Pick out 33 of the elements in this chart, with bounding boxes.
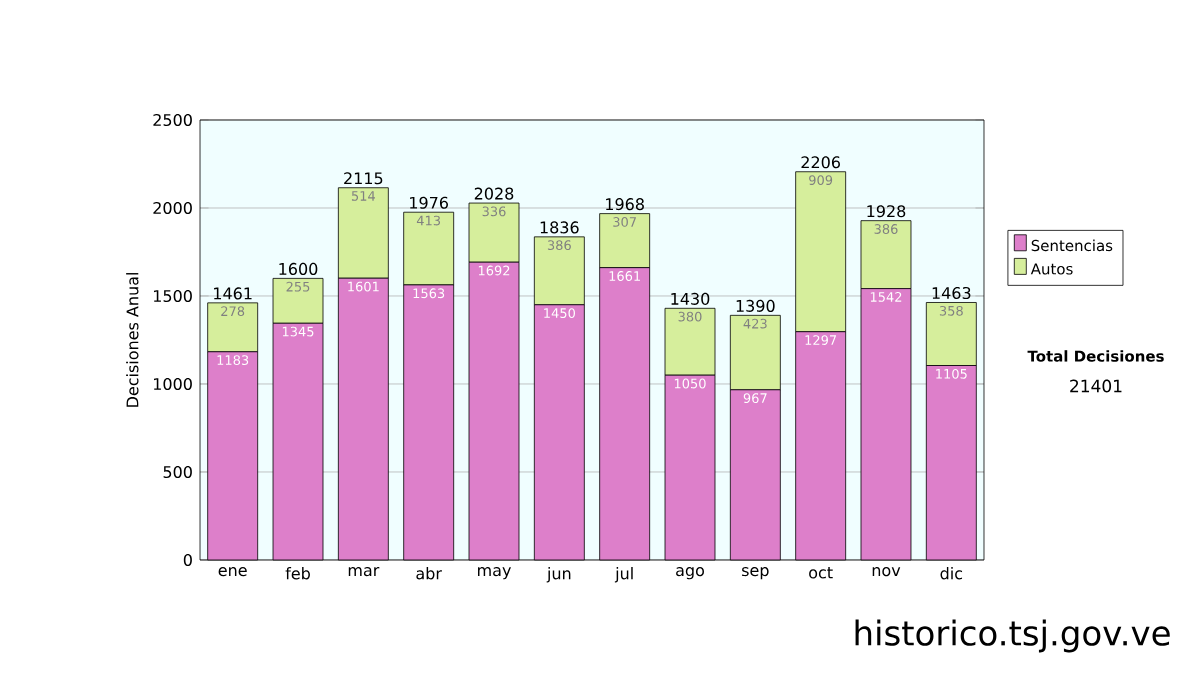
y-tick-label: 2500: [153, 113, 192, 127]
y-tick-label: 1500: [153, 289, 192, 303]
text: historico.tsj.gov.ve: [855, 619, 1170, 653]
x-tick-label: nov: [872, 567, 901, 577]
x-tick-label: oct: [809, 567, 833, 579]
total-label: 1463: [932, 286, 971, 300]
x-tick-label: abr: [416, 567, 442, 580]
total-label: 1968: [606, 198, 644, 211]
x-tick-label: jul: [614, 567, 633, 583]
text: 21401: [1070, 379, 1122, 393]
y-tick-label: 0: [183, 553, 192, 567]
x-tick-label: may: [478, 567, 511, 580]
x-tick-label: feb: [285, 567, 310, 580]
x-tick-label: mar: [348, 567, 380, 577]
total-label: 1928: [867, 205, 906, 218]
total-label: 1836: [540, 221, 579, 234]
x-tick-label: ene: [218, 567, 247, 577]
y-axis-title: Decisiones Anual: [126, 273, 139, 407]
total-label: 1390: [736, 299, 775, 312]
total-label: 1600: [279, 262, 318, 275]
total-label: 1461: [214, 287, 252, 300]
x-tick-label: sep: [742, 567, 769, 580]
x-tick-label: jun: [546, 567, 571, 583]
total-label: 1976: [410, 196, 448, 209]
total-label: 2115: [344, 172, 383, 185]
x-tick-label: dic: [940, 567, 963, 580]
y-tick-label: 2000: [153, 201, 192, 215]
x-tick-label: ago: [676, 567, 704, 580]
y-tick-label: 1000: [153, 377, 192, 391]
total-label: 1430: [671, 292, 710, 305]
y-tick-label: 500: [163, 465, 192, 479]
total-label: 2206: [801, 156, 840, 169]
total-label: 2028: [474, 187, 514, 200]
